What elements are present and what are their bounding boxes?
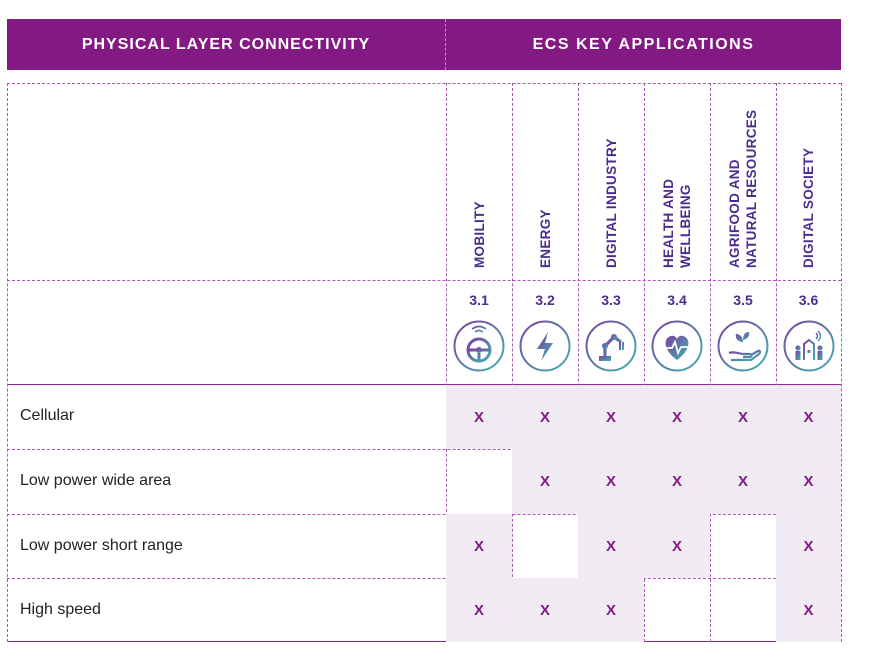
table-cell: X <box>446 514 512 578</box>
column-header-label: DIGITAL SOCIETY <box>801 147 816 268</box>
table-cell: X <box>776 385 841 449</box>
table-cell <box>446 449 512 514</box>
header-ecs-key-applications: ECS KEY APPLICATIONS <box>446 19 841 70</box>
table-cell: X <box>578 578 644 642</box>
grid-line <box>7 449 841 450</box>
steering-wheel-icon <box>453 320 505 372</box>
column-header-label: AGRIFOOD AND NATURAL RESOURCES <box>727 109 759 268</box>
column-header-label: HEALTH AND WELLBEING <box>661 178 693 268</box>
table-cell: X <box>512 578 578 642</box>
row-label-low-power-wide-area: Low power wide area <box>20 472 172 489</box>
grid-line <box>578 83 579 642</box>
column-number: 3.5 <box>733 292 753 308</box>
table-cell: X <box>644 449 710 514</box>
robot-arm-icon <box>585 320 637 372</box>
grid-line <box>446 83 447 642</box>
grid-line <box>644 83 645 642</box>
grid-line <box>776 83 777 642</box>
grid-line <box>7 83 8 642</box>
lightning-bolt-icon <box>519 320 571 372</box>
table-cell: X <box>710 385 776 449</box>
table-cell: X <box>710 449 776 514</box>
table-cell: X <box>446 578 512 642</box>
people-city-icon <box>783 320 835 372</box>
table-cell <box>644 578 710 642</box>
table-cell: X <box>578 514 644 578</box>
table-cell: X <box>578 449 644 514</box>
plant-hand-icon <box>717 320 769 372</box>
grid-line <box>512 83 513 642</box>
column-number: 3.6 <box>798 292 819 308</box>
table-cell: X <box>644 514 710 578</box>
table-cell: X <box>578 385 644 449</box>
grid-line <box>841 83 842 642</box>
row-label-cellular: Cellular <box>20 407 75 424</box>
table-cell: X <box>512 385 578 449</box>
table-cell <box>710 514 776 578</box>
grid-line <box>710 83 711 642</box>
heart-pulse-icon <box>651 320 703 372</box>
grid-line <box>7 280 841 281</box>
grid-line <box>7 641 841 642</box>
grid-line <box>7 514 841 515</box>
column-header-label: ENERGY <box>537 209 553 268</box>
grid-line <box>7 384 841 385</box>
column-header-label: MOBILITY <box>471 201 487 268</box>
table-cell: X <box>446 385 512 449</box>
table-cell: X <box>644 385 710 449</box>
table-cell: X <box>776 578 841 642</box>
column-header-label: DIGITAL INDUSTRY <box>603 138 619 268</box>
column-number: 3.4 <box>667 292 687 308</box>
table-cell <box>710 578 776 642</box>
table-cell: X <box>512 449 578 514</box>
grid-line <box>7 578 841 579</box>
column-number: 3.3 <box>601 292 621 308</box>
row-label-high-speed: High speed <box>20 601 101 618</box>
row-label-low-power-short-range: Low power short range <box>20 537 183 554</box>
table-cell: X <box>776 449 841 514</box>
header-physical-layer: PHYSICAL LAYER CONNECTIVITY <box>7 19 446 70</box>
column-number: 3.1 <box>469 292 489 308</box>
grid-line <box>7 83 841 84</box>
column-number: 3.2 <box>535 292 555 308</box>
table-cell: X <box>776 514 841 578</box>
table-cell <box>512 514 578 578</box>
